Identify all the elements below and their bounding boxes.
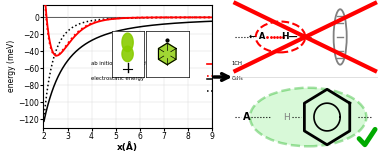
Text: 1CH: 1CH — [232, 61, 243, 66]
Polygon shape — [122, 46, 133, 62]
Text: A: A — [243, 112, 251, 122]
Ellipse shape — [250, 88, 366, 146]
Text: ← A: ← A — [249, 32, 265, 41]
Text: electrostatic energy: electrostatic energy — [91, 76, 144, 81]
X-axis label: x(Å): x(Å) — [117, 142, 138, 152]
Text: C₆H₆: C₆H₆ — [232, 76, 243, 81]
Polygon shape — [122, 33, 133, 52]
Text: ab initio MP2 interaction energy: ab initio MP2 interaction energy — [91, 61, 175, 66]
Text: H: H — [283, 113, 290, 122]
Polygon shape — [158, 43, 176, 65]
Y-axis label: energy (meV): energy (meV) — [7, 40, 15, 92]
Text: H—: H— — [281, 32, 297, 41]
